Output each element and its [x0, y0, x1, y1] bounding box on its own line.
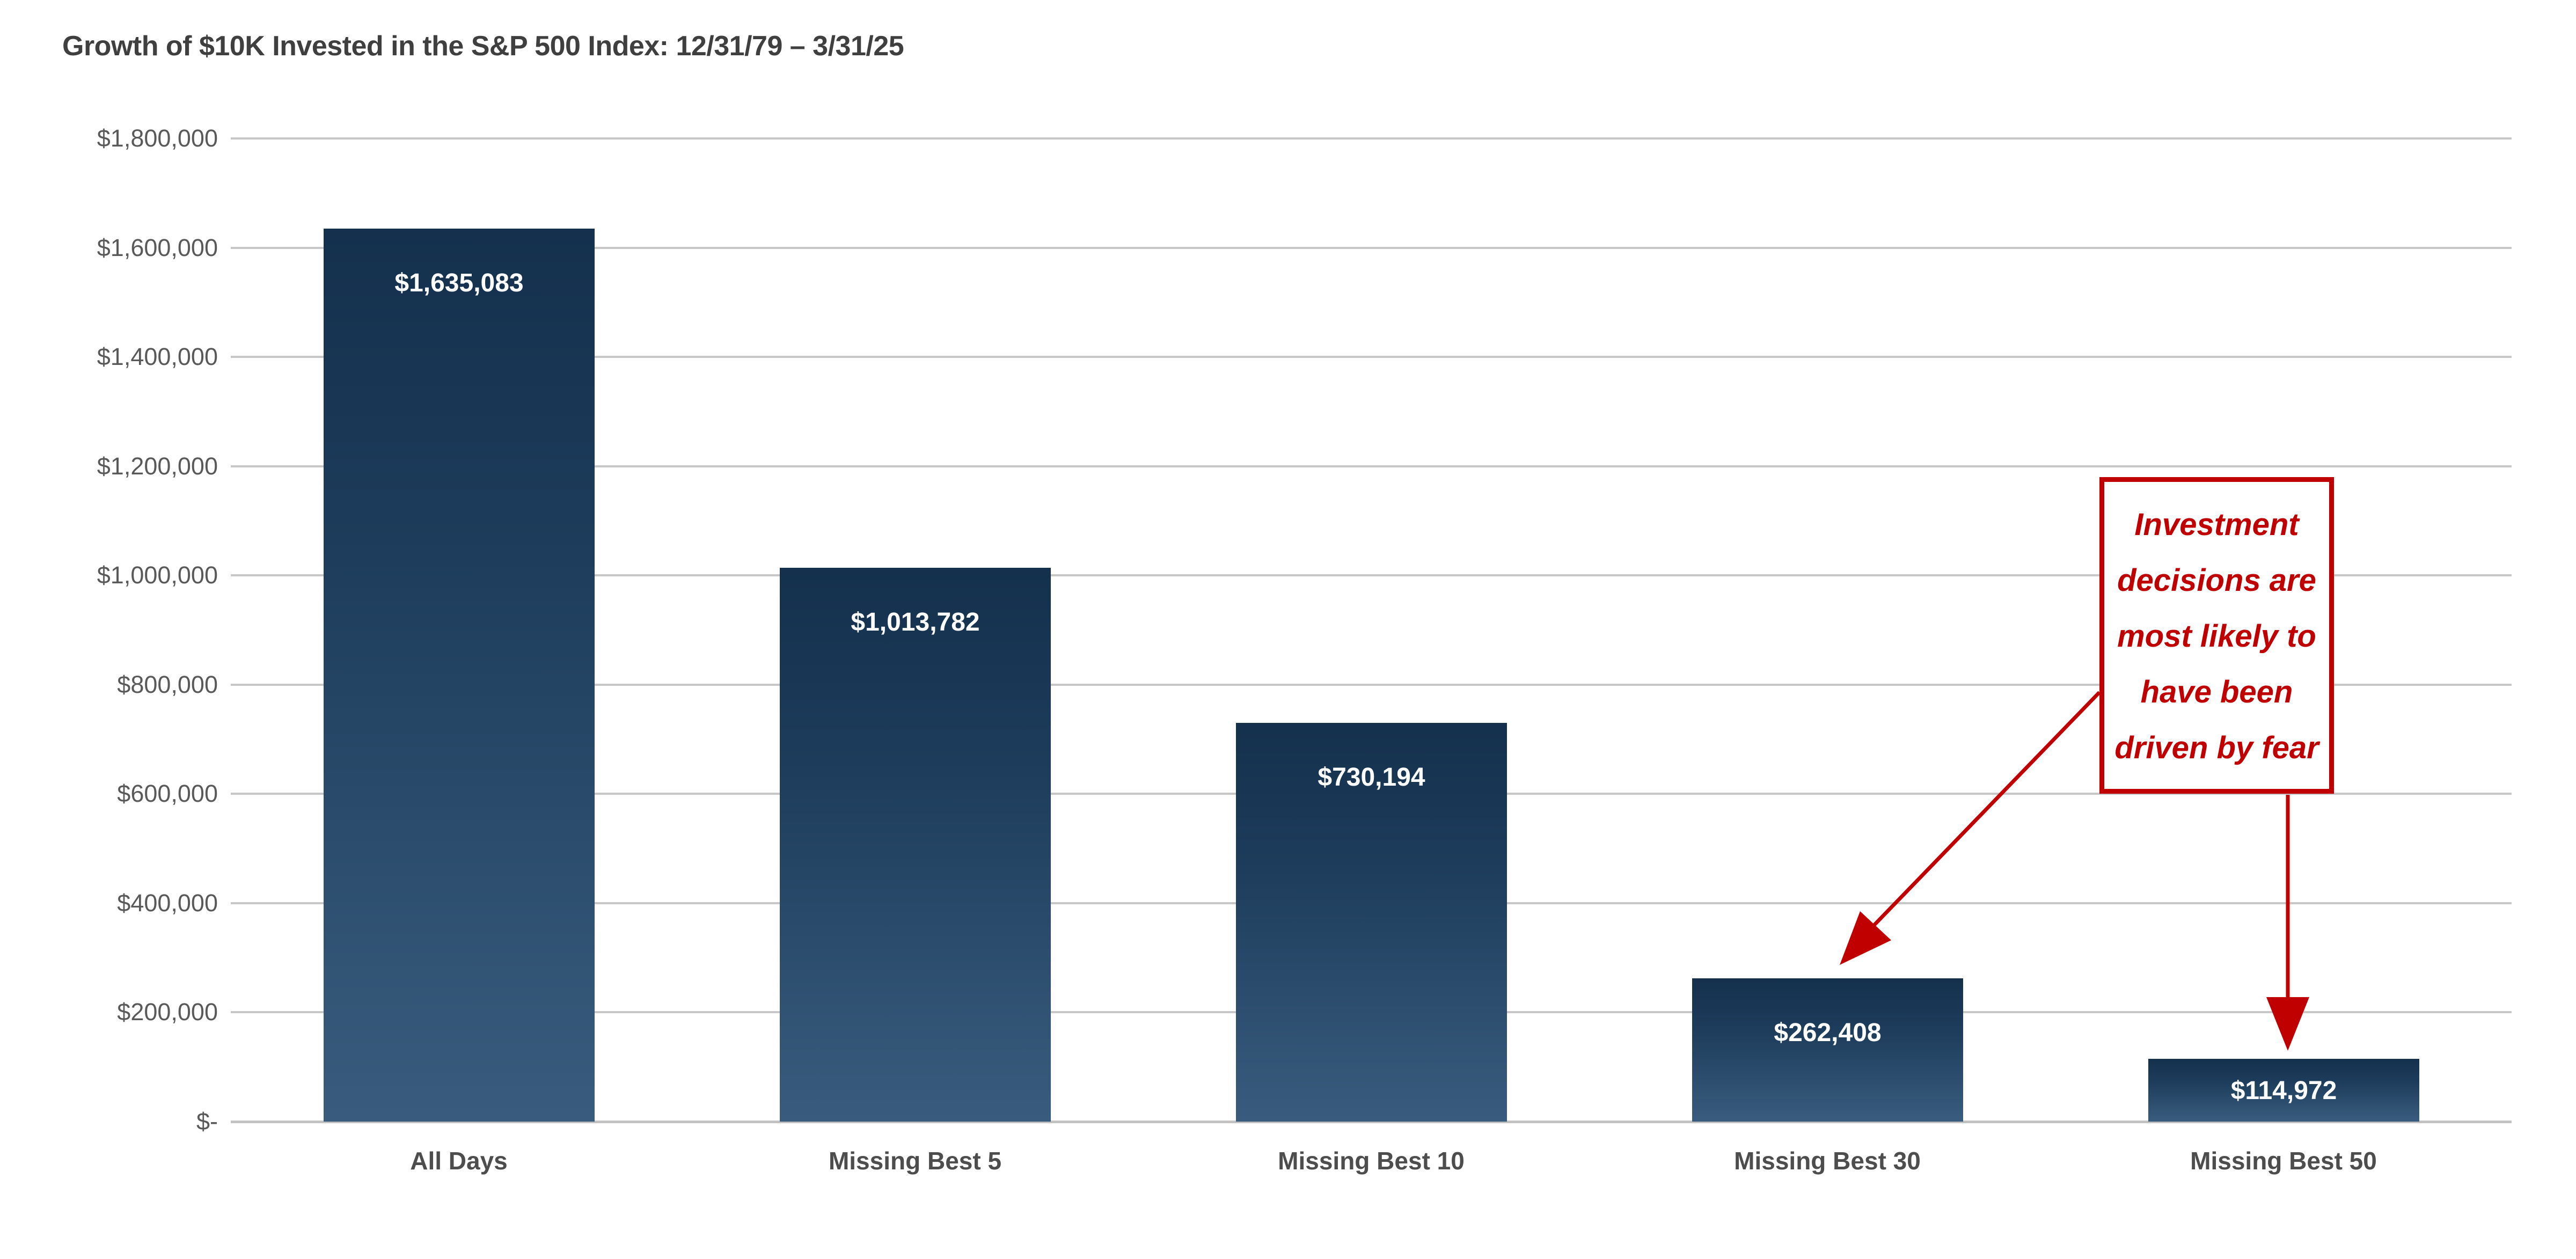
bar: $262,408 [1692, 978, 1963, 1122]
y-tick-label: $400,000 [117, 889, 218, 917]
y-tick-label: $600,000 [117, 780, 218, 807]
annotation-line: most likely to [2117, 619, 2316, 654]
gridline [231, 465, 2512, 467]
annotation-line: Investment [2134, 507, 2299, 542]
gridline [231, 137, 2512, 140]
x-tick-label: Missing Best 30 [1734, 1147, 1921, 1175]
y-tick-label: $1,600,000 [97, 234, 218, 261]
chart-title: Growth of $10K Invested in the S&P 500 I… [62, 31, 904, 62]
bar-value-label: $114,972 [2230, 1077, 2337, 1105]
y-tick-label: $1,800,000 [97, 125, 218, 152]
bar: $114,972 [2148, 1059, 2419, 1122]
y-tick-label: $- [196, 1108, 218, 1135]
x-tick-label: Missing Best 50 [2190, 1147, 2377, 1175]
bar: $730,194 [1236, 723, 1507, 1122]
bar: $1,635,083 [324, 229, 595, 1122]
bar-value-label: $1,635,083 [394, 269, 524, 297]
annotation-line: decisions are [2117, 563, 2316, 598]
gridline [231, 1121, 2512, 1123]
x-tick-label: Missing Best 10 [1278, 1147, 1465, 1175]
gridline [231, 684, 2512, 686]
bar: $1,013,782 [780, 568, 1051, 1122]
y-tick-label: $1,400,000 [97, 343, 218, 370]
gridline [231, 356, 2512, 358]
bar-value-label: $262,408 [1774, 1019, 1882, 1047]
y-axis: $1,800,000 $1,600,000 $1,400,000 $1,200,000… [0, 125, 218, 1135]
annotation-box: Investment decisions are most likely to … [2099, 477, 2334, 794]
x-tick-label: Missing Best 5 [828, 1147, 1002, 1175]
annotation-line: driven by fear [2114, 730, 2319, 765]
plot-area: $1,635,083 $1,013,782 $730,194 $262,408 $114… [231, 137, 2512, 1123]
bar-value-label: $730,194 [1318, 763, 1425, 792]
y-tick-label: $200,000 [117, 998, 218, 1026]
x-tick-label: All Days [410, 1147, 508, 1175]
y-tick-label: $800,000 [117, 671, 218, 698]
y-tick-label: $1,200,000 [97, 452, 218, 480]
gridline [231, 247, 2512, 249]
annotation-line: have been [2140, 675, 2293, 709]
x-axis: All Days Missing Best 5 Missing Best 10 Mis… [231, 1146, 2512, 1189]
gridline [231, 574, 2512, 576]
y-tick-label: $1,000,000 [97, 561, 218, 589]
bar-value-label: $1,013,782 [851, 608, 980, 636]
